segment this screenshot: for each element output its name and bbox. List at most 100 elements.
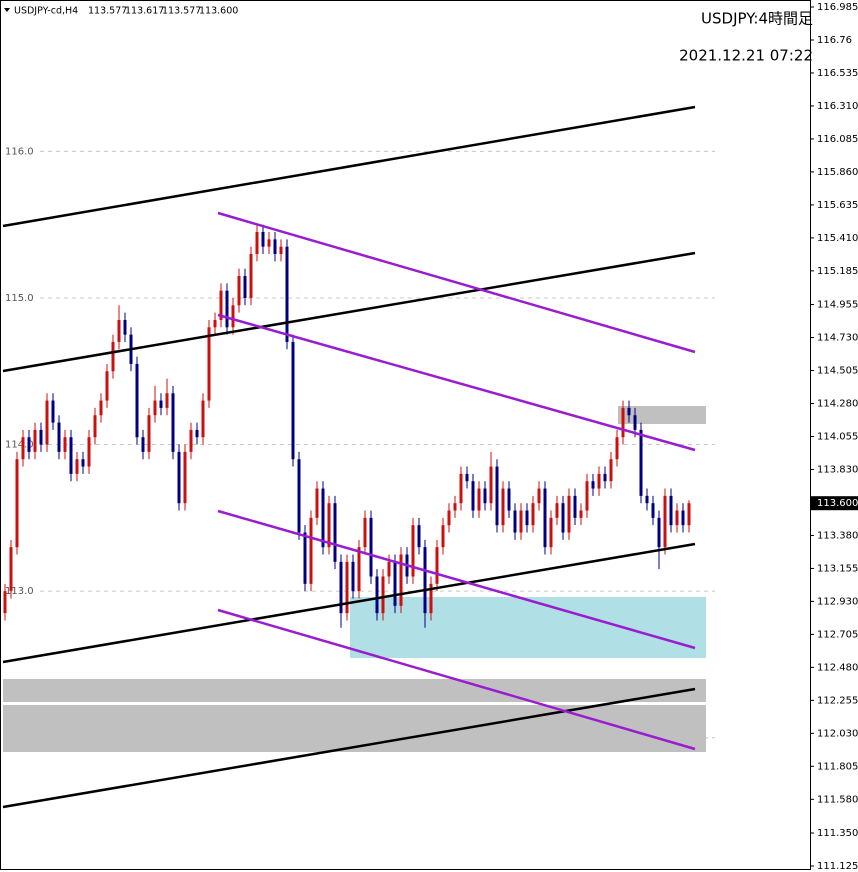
candle-body xyxy=(279,246,283,254)
trendline xyxy=(217,313,696,452)
candle-body xyxy=(327,503,331,548)
candle-body xyxy=(21,437,25,460)
candle-body xyxy=(213,319,217,328)
annotation: USDJPY:4時間足 xyxy=(701,10,813,28)
trendlines xyxy=(2,105,696,809)
candle-body xyxy=(633,415,637,430)
y-tick-label: 116.085 xyxy=(817,134,858,145)
candle-body xyxy=(687,503,691,526)
ohlc-value: 113.577 xyxy=(88,6,127,17)
price-axis: 116.985 116.76 116.535 116.310 116.085 115.86… xyxy=(810,2,858,872)
candles xyxy=(3,224,691,628)
candle-body xyxy=(135,363,139,438)
zones xyxy=(3,406,706,752)
candle-body xyxy=(567,495,571,533)
y-tick-label: 116.76 xyxy=(817,35,852,46)
y-tick-label: 115.185 xyxy=(817,266,858,277)
candle-body xyxy=(189,429,193,452)
candle-body xyxy=(543,488,547,548)
trendline xyxy=(217,211,696,354)
ohlc-value: 113.617 xyxy=(125,6,164,17)
candle-body xyxy=(555,503,559,518)
candle-body xyxy=(315,488,319,518)
y-tick-label: 111.125 xyxy=(817,861,858,872)
candle-body xyxy=(27,437,31,452)
trendline xyxy=(2,105,696,228)
candle-body xyxy=(585,481,589,511)
candle-body xyxy=(3,591,7,614)
candle-body xyxy=(183,451,187,504)
candle-body xyxy=(117,319,121,342)
zone xyxy=(350,597,706,658)
candle-body xyxy=(375,576,379,614)
ohlc-value: 113.577 xyxy=(162,6,201,17)
candle-body xyxy=(105,371,109,401)
candle-body xyxy=(15,459,19,548)
candle-body xyxy=(273,239,277,254)
candle-body xyxy=(297,459,301,533)
menu-icon xyxy=(4,8,10,12)
candle-body xyxy=(249,253,253,298)
candle-body xyxy=(357,547,361,592)
level-label: 113.0 xyxy=(5,586,34,597)
candle-body xyxy=(621,407,625,438)
candle-body xyxy=(33,429,37,452)
y-tick-label: 112.030 xyxy=(817,728,858,739)
candle-body xyxy=(87,437,91,467)
candle-body xyxy=(537,488,541,504)
candle-body xyxy=(69,437,73,474)
y-tick-label: 113.380 xyxy=(817,530,858,541)
candle-body xyxy=(45,400,49,445)
current-price-box xyxy=(811,496,858,511)
trendline xyxy=(217,509,696,650)
candle-body xyxy=(609,459,613,482)
candle-body xyxy=(495,466,499,526)
trendline xyxy=(217,608,696,751)
candle-body xyxy=(291,341,295,460)
candle-body xyxy=(489,466,493,504)
candle-body xyxy=(219,290,223,320)
candle-body xyxy=(321,488,325,548)
candle-body xyxy=(465,473,469,482)
candle-body xyxy=(441,525,445,548)
candle-body xyxy=(177,451,181,504)
y-tick-label: 112.930 xyxy=(817,596,858,607)
candle-body xyxy=(351,561,355,592)
candle-body xyxy=(153,400,157,416)
candle-body xyxy=(111,341,115,372)
candle-body xyxy=(237,275,241,306)
y-tick-label: 115.860 xyxy=(817,167,858,178)
candle-body xyxy=(501,488,505,526)
candle-body xyxy=(597,473,601,489)
candle-body xyxy=(579,510,583,518)
candle-body xyxy=(447,510,451,526)
candle-body xyxy=(573,495,577,518)
y-tick-label: 115.410 xyxy=(817,233,858,244)
candle-body xyxy=(63,437,67,452)
candle-body xyxy=(531,503,535,526)
candle-body xyxy=(453,503,457,511)
candle-body xyxy=(675,510,679,526)
candle-body xyxy=(435,547,439,584)
candle-body xyxy=(309,517,313,584)
candle-body xyxy=(423,547,427,614)
y-tick-label: 111.580 xyxy=(817,794,858,805)
y-tick-label: 115.635 xyxy=(817,200,858,211)
candle-body xyxy=(399,554,403,606)
candle-body xyxy=(303,532,307,584)
candle-body xyxy=(333,503,337,562)
candle-body xyxy=(477,488,481,511)
candle-body xyxy=(525,510,529,526)
symbol: USDJPY-cd,H4 xyxy=(14,6,78,17)
level-label: 116.0 xyxy=(5,146,34,157)
y-tick-label: 114.955 xyxy=(817,300,858,311)
candle-body xyxy=(369,517,373,577)
candle-body xyxy=(261,232,265,247)
candle-body xyxy=(339,561,343,614)
zone xyxy=(618,406,706,424)
candle-body xyxy=(93,415,97,438)
candle-body xyxy=(57,422,61,452)
y-tick-label: 111.805 xyxy=(817,761,858,772)
